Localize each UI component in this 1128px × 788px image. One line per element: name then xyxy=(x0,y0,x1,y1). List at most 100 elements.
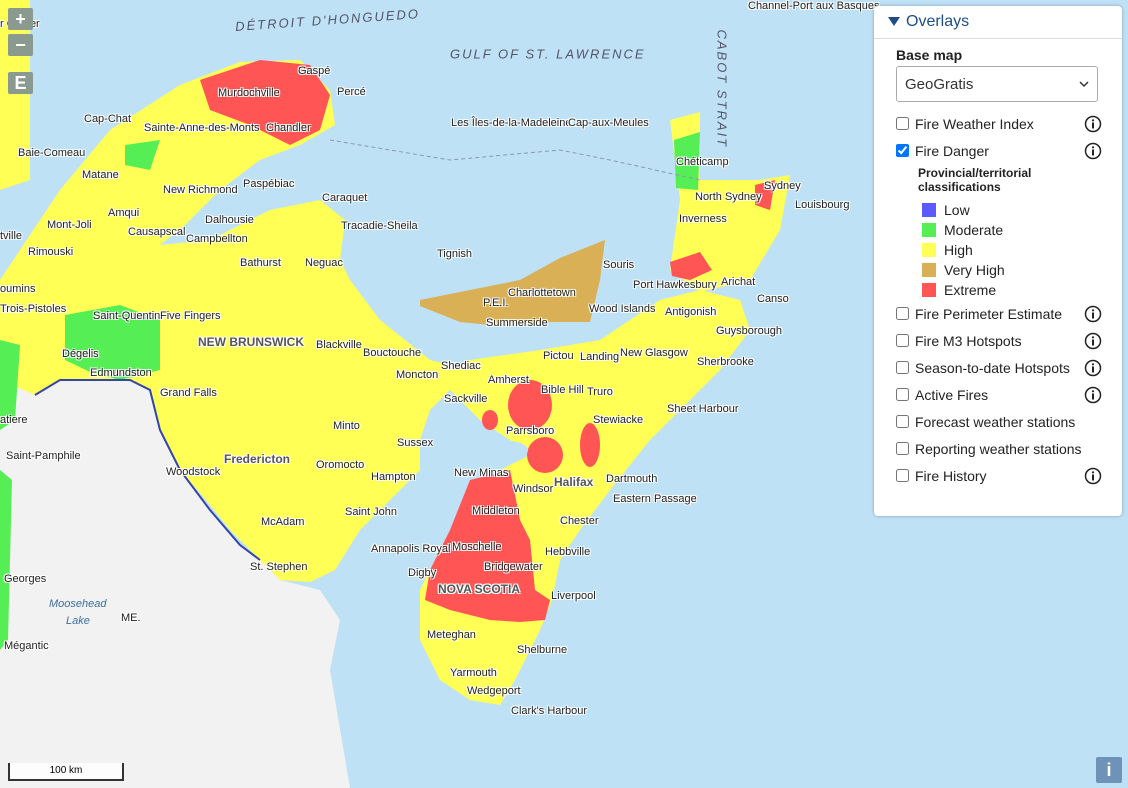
layer-checkbox[interactable] xyxy=(896,388,909,401)
land-fire-moderate xyxy=(674,132,700,190)
map-label: Sherbrooke xyxy=(697,356,754,368)
base-map-label: Base map xyxy=(896,47,963,63)
map-label: Shelburne xyxy=(517,644,568,656)
land-fire-moderate xyxy=(125,140,160,170)
layer-checkbox[interactable] xyxy=(896,307,909,320)
layer-label[interactable]: Fire Weather Index xyxy=(915,115,1034,132)
zoom-out-button[interactable]: − xyxy=(8,34,33,56)
extent-button[interactable]: E xyxy=(8,72,33,94)
legend-item: High xyxy=(922,240,1122,260)
layer-label[interactable]: Fire Perimeter Estimate xyxy=(915,305,1063,322)
map-label: oumins xyxy=(0,283,36,295)
map-label: Blackville xyxy=(316,339,362,351)
panel-title[interactable]: Overlays xyxy=(874,6,1122,39)
land-fire-extreme xyxy=(508,380,552,430)
base-map-select[interactable]: GeoGratis xyxy=(896,66,1098,102)
map-label: Saint-Pamphile xyxy=(6,450,81,462)
info-icon[interactable] xyxy=(1084,305,1102,323)
layer-row: Reporting weather stations xyxy=(896,435,1102,462)
map-label: Yarmouth xyxy=(450,667,497,679)
map-label: Souris xyxy=(603,259,635,271)
map-label: Mont-Joli xyxy=(47,219,92,231)
map-label: Sydney xyxy=(764,180,801,192)
map-label: Canso xyxy=(757,293,789,305)
legend-label: Low xyxy=(944,202,970,218)
land-fire-moderate xyxy=(0,470,12,650)
layer-row: Season-to-date Hotspots xyxy=(896,354,1102,381)
layer-checkbox[interactable] xyxy=(896,469,909,482)
map-label: Murdochville xyxy=(218,87,280,99)
map-label: Dartmouth xyxy=(606,473,658,485)
layer-label[interactable]: Reporting weather stations xyxy=(915,440,1082,457)
map-label: Cap-aux-Meules xyxy=(568,117,649,129)
info-icon[interactable] xyxy=(1084,386,1102,404)
map-label: Windsor xyxy=(513,483,554,495)
layer-label[interactable]: Fire M3 Hotspots xyxy=(915,332,1022,349)
legend-label: Moderate xyxy=(944,222,1004,238)
map-label: Sussex xyxy=(397,437,434,449)
map-label: Inverness xyxy=(679,213,727,225)
legend-label: High xyxy=(944,242,973,258)
map-label: Paspébiac xyxy=(243,178,295,190)
land-fire-extreme xyxy=(425,470,550,622)
border xyxy=(34,379,261,561)
info-icon[interactable] xyxy=(1084,467,1102,485)
map-label: New Glasgow xyxy=(620,347,688,359)
layer-label[interactable]: Forecast weather stations xyxy=(915,413,1076,430)
map-label: New Minas xyxy=(454,467,509,479)
legend-item: Moderate xyxy=(922,220,1122,240)
map-label: Halifax xyxy=(554,475,594,489)
legend-label: Very High xyxy=(944,262,1005,278)
layer-checkbox[interactable] xyxy=(896,117,909,130)
layer-checkbox[interactable] xyxy=(896,442,909,455)
map-label: Wood Islands xyxy=(589,303,656,315)
map-label: Eastern Passage xyxy=(613,493,697,505)
layer-checkbox[interactable] xyxy=(896,144,909,157)
land-fire-extreme xyxy=(527,437,563,473)
map-label: Sackville xyxy=(444,393,488,405)
map-label: Shediac xyxy=(441,360,481,372)
map-label: Baie-Comeau xyxy=(18,147,86,159)
layer-list: Fire Weather Index Fire Danger Provincial/… xyxy=(874,110,1122,489)
layer-row: Fire Perimeter Estimate xyxy=(896,300,1102,327)
layer-row: Fire Weather Index xyxy=(896,110,1102,137)
legend-label: Extreme xyxy=(944,282,997,298)
land-fire-extreme xyxy=(755,180,775,210)
layer-checkbox[interactable] xyxy=(896,334,909,347)
map-label: Trois-Pistoles xyxy=(0,303,67,315)
layer-label[interactable]: Fire History xyxy=(915,467,987,484)
info-button[interactable]: i xyxy=(1096,757,1122,783)
layer-label[interactable]: Active Fires xyxy=(915,386,989,403)
layer-checkbox[interactable] xyxy=(896,361,909,374)
land-fire-high xyxy=(670,112,790,292)
layer-label[interactable]: Season-to-date Hotspots xyxy=(915,359,1070,376)
map-label: Tignish xyxy=(437,248,473,260)
map-label: Oromocto xyxy=(316,459,365,471)
overlay-panel: Overlays Base map GeoGratis Fire Weather… xyxy=(874,6,1122,516)
map-label: McAdam xyxy=(261,516,305,528)
layer-row: Active Fires xyxy=(896,381,1102,408)
info-icon[interactable] xyxy=(1084,332,1102,350)
map-label: Chandler xyxy=(266,122,311,134)
map-label: Hampton xyxy=(371,471,416,483)
map-label: Saint John xyxy=(345,506,397,518)
map-label: Moncton xyxy=(396,369,439,381)
map-label: Matane xyxy=(82,169,119,181)
map-label: Parrsboro xyxy=(506,425,555,437)
map-label: Fredericton xyxy=(224,452,291,466)
map-label: Sainte-Anne-des-Monts xyxy=(144,122,260,134)
info-icon[interactable] xyxy=(1084,359,1102,377)
legend-item: Very High xyxy=(922,260,1122,280)
layer-label[interactable]: Fire Danger xyxy=(915,142,989,159)
map-label: Truro xyxy=(587,386,613,398)
map-label: Les Îles-de-la-Madeleine xyxy=(451,117,572,129)
info-icon[interactable] xyxy=(1084,142,1102,160)
map-label: Saint-Quentin xyxy=(93,310,161,322)
map-label: Chester xyxy=(560,515,599,527)
info-icon[interactable] xyxy=(1084,115,1102,133)
zoom-in-button[interactable]: + xyxy=(8,8,33,30)
map-label: Bathurst xyxy=(240,257,281,269)
land-fire-high xyxy=(0,60,470,582)
layer-checkbox[interactable] xyxy=(896,415,909,428)
